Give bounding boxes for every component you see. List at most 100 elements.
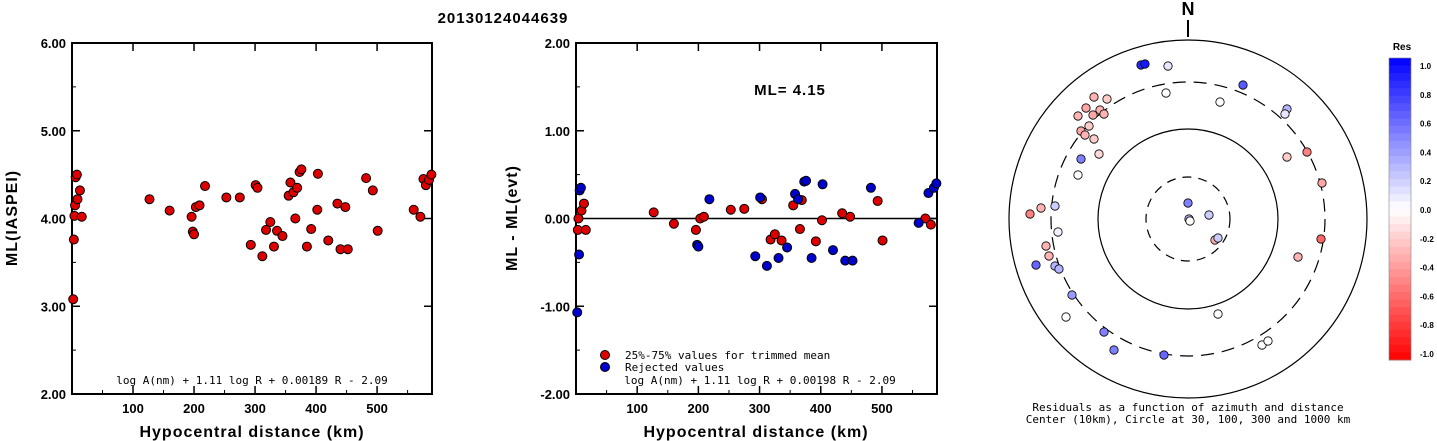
data-point: [847, 255, 858, 266]
data-point: [312, 168, 323, 179]
station-point: [1089, 134, 1099, 144]
data-point: [865, 182, 876, 193]
data-point: [761, 260, 772, 271]
station-point: [1025, 209, 1035, 219]
data-point: [693, 241, 704, 252]
colorbar-cell: [1389, 148, 1411, 157]
station-point: [1280, 109, 1290, 119]
circle-100km: [1097, 128, 1279, 310]
circle-300km: [1050, 81, 1326, 357]
station-point: [1089, 92, 1099, 102]
x-tick-label: 100: [626, 401, 648, 416]
station-point: [1080, 130, 1090, 140]
colorbar-cell: [1389, 80, 1411, 89]
colorbar-frame: [1388, 57, 1412, 361]
colorbar-cell: [1389, 299, 1411, 308]
colorbar-label: 0.4: [1420, 148, 1432, 157]
colorbar-cell: [1389, 193, 1411, 202]
y-tick-label: 5.00: [41, 124, 66, 139]
colorbar-cell: [1389, 110, 1411, 119]
data-point: [578, 198, 589, 209]
data-point: [877, 235, 888, 246]
y-tick-label: -2.00: [540, 387, 570, 402]
colorbar-cell: [1389, 276, 1411, 285]
y-tick-label: 3.00: [41, 299, 66, 314]
data-point: [817, 179, 828, 190]
station-point: [1263, 336, 1273, 346]
x-tick-label: 200: [688, 401, 710, 416]
panel1-frame: [71, 42, 433, 395]
station-point: [1050, 201, 1060, 211]
colorbar-cell: [1389, 231, 1411, 240]
data-point: [750, 251, 761, 262]
station-point: [1053, 227, 1063, 237]
data-point: [285, 177, 296, 188]
colorbar-label: -0.6: [1420, 292, 1434, 301]
data-point: [290, 213, 301, 224]
legend-trimmed-marker: [600, 350, 610, 360]
x-tick-label: 200: [183, 401, 205, 416]
polar-caption-line2: Center (10km), Circle at 30, 100, 300 an…: [1026, 413, 1351, 426]
data-point: [810, 236, 821, 247]
station-point: [1054, 264, 1064, 274]
station-point: [1041, 241, 1051, 251]
data-point: [739, 203, 750, 214]
data-point: [72, 194, 83, 205]
colorbar-cell: [1389, 163, 1411, 172]
colorbar-labels: 1.0 0.8 0.6 0.4 0.2 0.0 -0.2 -0.4 -0.6 -0.8 -1.0: [1420, 62, 1434, 359]
colorbar-cell: [1389, 65, 1411, 74]
data-point: [913, 217, 924, 228]
data-point: [323, 235, 334, 246]
y-tick-label: 6.00: [41, 36, 66, 51]
station-point: [1099, 109, 1109, 119]
data-point: [194, 200, 205, 211]
panel1-y-ticks: 2.00 3.00 4.00 5.00 6.00: [41, 36, 432, 402]
data-point: [925, 219, 936, 230]
colorbar-cell: [1389, 141, 1411, 149]
data-point: [68, 294, 79, 305]
station-point: [1088, 110, 1098, 120]
station-point: [1238, 80, 1248, 90]
colorbar-label: 0.6: [1420, 120, 1432, 129]
colorbar-cell: [1389, 269, 1411, 278]
station-point: [1215, 97, 1225, 107]
station-point: [1067, 290, 1077, 300]
station-point: [1044, 251, 1054, 261]
colorbar-cell: [1389, 201, 1411, 210]
circle-1000km: [1008, 39, 1368, 399]
y-tick-label: -1.00: [540, 299, 570, 314]
data-point: [301, 241, 312, 252]
station-point: [1031, 260, 1041, 270]
data-point: [408, 204, 419, 215]
data-point: [68, 234, 79, 245]
data-point: [725, 204, 736, 215]
data-point: [257, 251, 268, 262]
data-point: [372, 225, 383, 236]
colorbar-label: 0.8: [1420, 91, 1432, 100]
data-point: [361, 173, 372, 184]
colorbar-cell: [1389, 307, 1411, 316]
ml-vs-distance-panel: 100 200 300 400 500 2.00 3.00 4.00 5.00 6.00 Hyp…: [4, 36, 437, 441]
data-point: [342, 244, 353, 255]
polar-points: [1025, 59, 1327, 360]
data-point: [668, 218, 679, 229]
colorbar-cell: [1389, 224, 1411, 233]
colorbar-title: Res: [1393, 42, 1412, 53]
station-point: [1140, 59, 1150, 69]
legend-rejected-marker: [600, 362, 610, 372]
data-point: [415, 211, 426, 222]
data-point: [340, 202, 351, 213]
data-point: [292, 182, 303, 193]
station-point: [1317, 178, 1327, 188]
colorbar-cell: [1389, 337, 1411, 346]
data-point: [312, 204, 323, 215]
station-point: [1061, 312, 1071, 322]
legend-rejected-label: Rejected values: [625, 361, 724, 374]
colorbar-cell: [1389, 125, 1411, 134]
data-point: [575, 182, 586, 193]
colorbar-cell: [1389, 95, 1411, 104]
station-point: [1099, 327, 1109, 337]
residual-vs-distance-panel: 100 200 300 400 500 -2.00 -1.00 0.00 1.00 2.00 H…: [504, 36, 942, 441]
data-point: [698, 211, 709, 222]
